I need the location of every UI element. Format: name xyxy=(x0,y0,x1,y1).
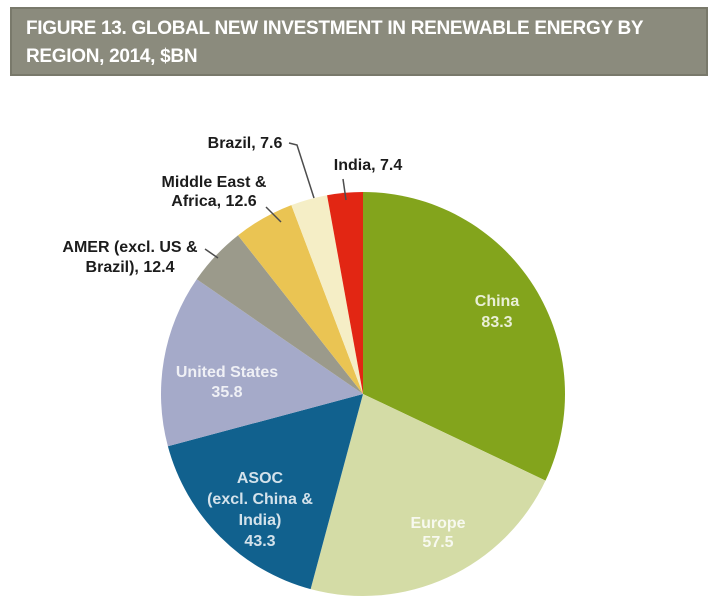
callout-label-india: India, 7.4 xyxy=(334,157,403,174)
pie-slice-united-states xyxy=(161,279,363,447)
leader-line-brazil xyxy=(288,142,315,199)
pie-slice-china xyxy=(363,192,566,481)
pie-chart: China 83.3 Europe 57.5 ASOC (excl. China & Ind… xyxy=(62,135,566,596)
leader-line-middle-east-africa xyxy=(265,206,282,223)
pie-slice-asoc-excl-china-india xyxy=(167,394,363,590)
pie-slice-amer-excl-us-brazil xyxy=(196,235,363,394)
pie-slice-europe xyxy=(310,394,546,596)
pie-slice-brazil xyxy=(291,195,363,394)
pie-chart-area: China 83.3 Europe 57.5 ASOC (excl. China & Ind… xyxy=(0,79,720,609)
pie-slice-middle-east-africa xyxy=(238,205,363,394)
leader-line-amer-excl-us-brazil xyxy=(204,248,219,259)
callout-label-brazil: Brazil, 7.6 xyxy=(208,135,283,152)
slice-label-europe: Europe 57.5 xyxy=(410,515,465,551)
slice-label-asoc-excl-china-india: ASOC (excl. China & India) 43.3 xyxy=(207,470,313,550)
figure-title-line1: FIGURE 13. GLOBAL NEW INVESTMENT IN RENE… xyxy=(26,18,644,39)
leader-line-india xyxy=(342,178,347,201)
pie-slice-india xyxy=(327,192,363,394)
callout-label-amer-excl-us-brazil: AMER (excl. US & Brazil), 12.4 xyxy=(62,239,198,276)
callout-label-middle-east-africa: Middle East & Africa, 12.6 xyxy=(162,174,267,210)
slice-label-china: China 83.3 xyxy=(475,293,520,331)
slice-label-united-states: United States 35.8 xyxy=(176,364,278,401)
figure-header: FIGURE 13. GLOBAL NEW INVESTMENT IN RENE… xyxy=(10,7,708,76)
figure-title-line2: REGION, 2014, $BN xyxy=(26,46,198,67)
